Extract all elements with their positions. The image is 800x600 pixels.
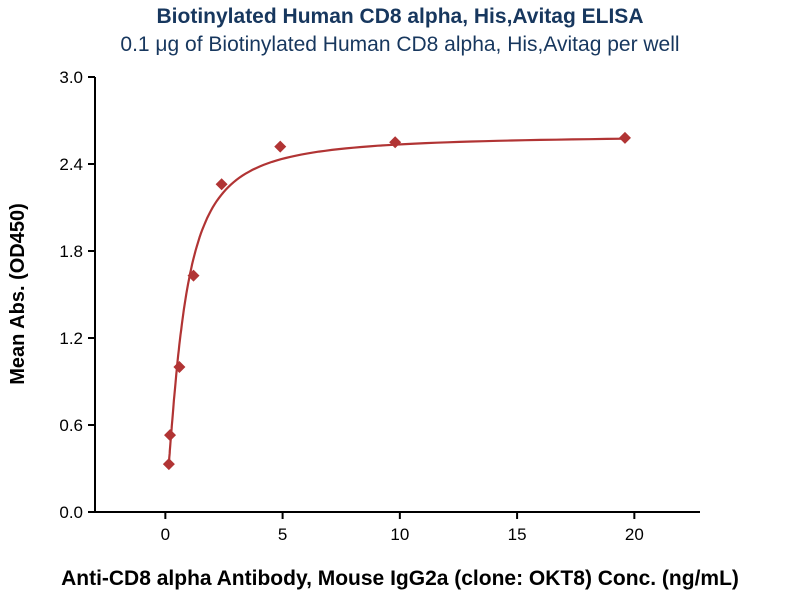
y-tick-label: 2.4 xyxy=(59,155,83,174)
y-tick-label: 0.0 xyxy=(59,503,83,522)
x-tick-label: 15 xyxy=(508,525,527,544)
chart-title: Biotinylated Human CD8 alpha, His,Avitag… xyxy=(156,5,644,28)
data-point-marker xyxy=(164,429,177,442)
elisa-binding-curve-plot: Mean Abs. (OD450) 0 5 10 15 20 0.0 0.6 1.2 1.8 2.… xyxy=(7,68,700,544)
chart-subtitle: 0.1 μg of Biotinylated Human CD8 alpha, … xyxy=(120,33,680,56)
x-tick-label: 0 xyxy=(161,525,170,544)
y-tick-label: 1.8 xyxy=(59,242,83,261)
x-tick-label: 10 xyxy=(390,525,409,544)
x-tick-label: 5 xyxy=(278,525,287,544)
data-point-marker xyxy=(215,178,228,191)
x-tick-label: 20 xyxy=(625,525,644,544)
data-point-marker xyxy=(187,269,200,282)
y-tick-label: 1.2 xyxy=(59,329,83,348)
y-tick-label: 3.0 xyxy=(59,68,83,87)
data-point-marker xyxy=(274,140,287,153)
data-point-marker xyxy=(162,458,175,471)
data-series xyxy=(162,131,631,471)
data-point-marker xyxy=(618,131,631,144)
data-point-marker xyxy=(389,136,402,149)
fit-curve xyxy=(167,137,627,465)
y-tick-label: 0.6 xyxy=(59,416,83,435)
y-axis-label: Mean Abs. (OD450) xyxy=(7,203,29,385)
axes: 0 5 10 15 20 0.0 0.6 1.2 1.8 2.4 3.0 xyxy=(59,68,700,544)
data-point-marker xyxy=(173,361,186,373)
x-axis-label: Anti-CD8 alpha Antibody, Mouse IgG2a (cl… xyxy=(61,567,739,590)
